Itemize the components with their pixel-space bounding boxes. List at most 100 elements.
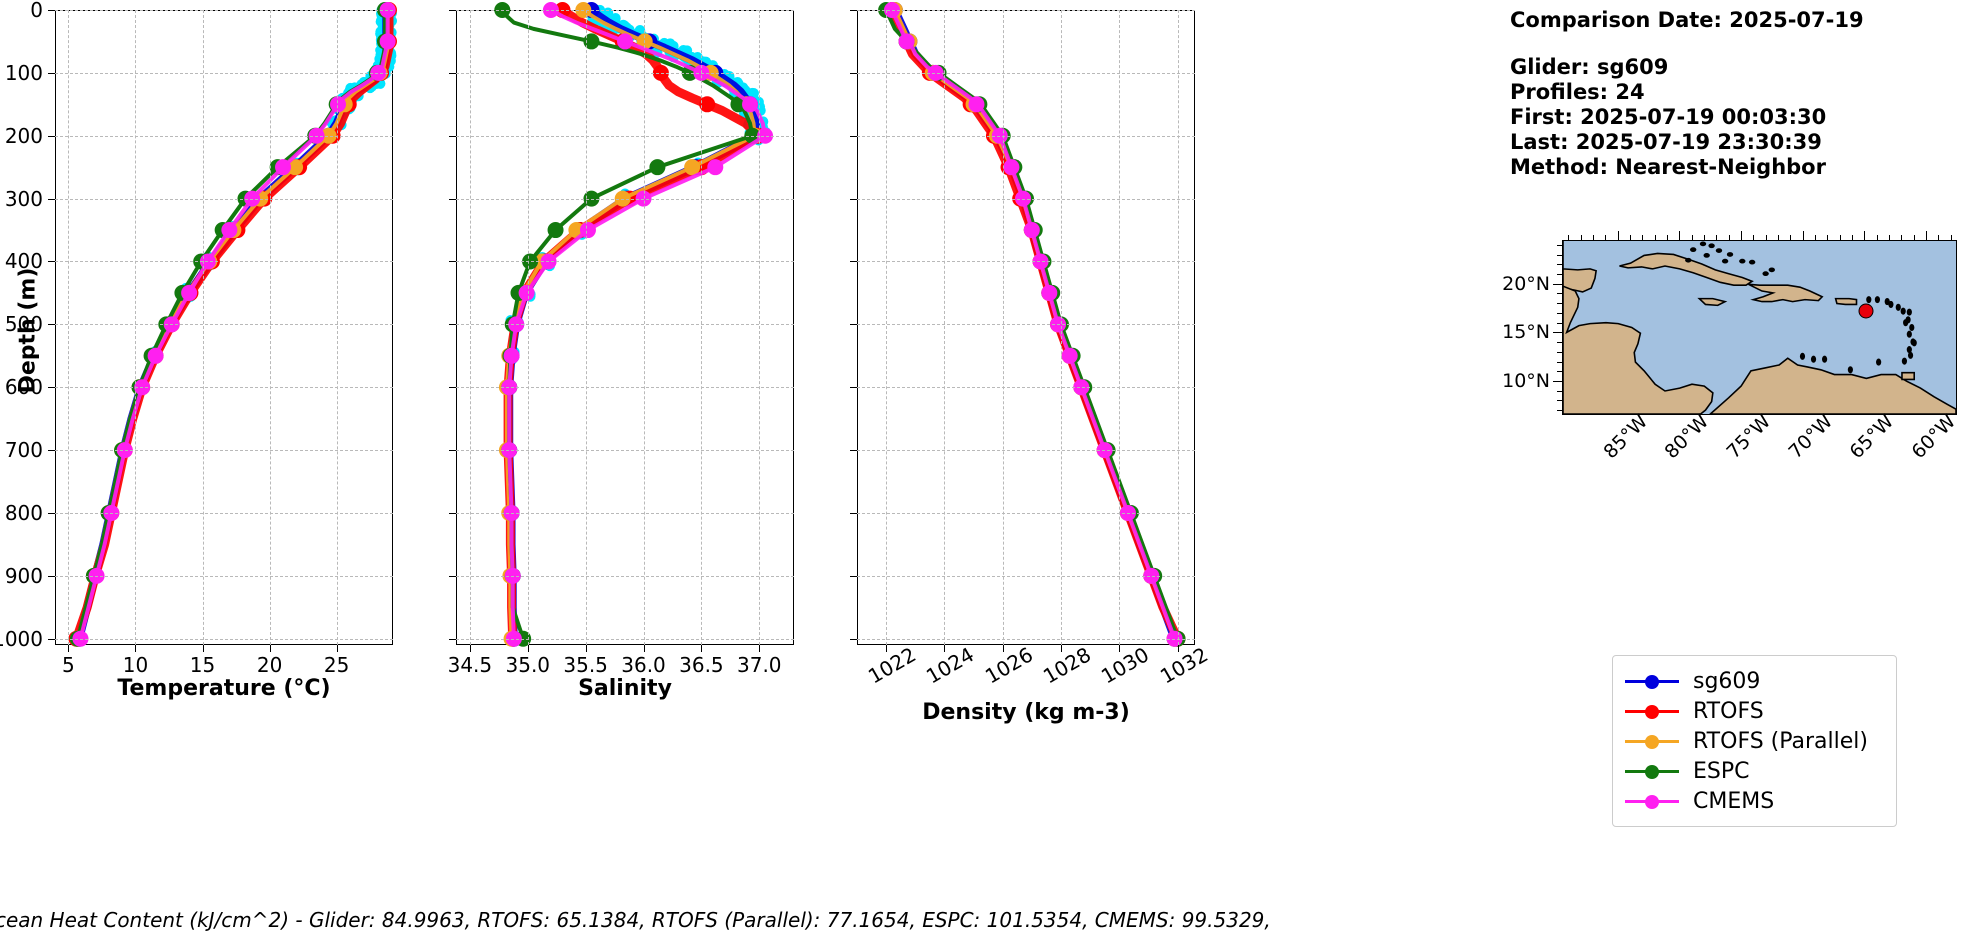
gridline-horizontal xyxy=(857,638,1195,640)
map-lat-minor-tick xyxy=(1557,264,1562,266)
series-marker xyxy=(649,159,666,176)
series-line-rtofs-parallel xyxy=(504,8,757,641)
series-marker xyxy=(287,159,304,176)
map-coastlines xyxy=(1563,241,1956,414)
map-island xyxy=(1810,355,1817,363)
x-tick xyxy=(1002,645,1004,652)
map-lon-minor-tick xyxy=(1580,235,1582,240)
series-marker xyxy=(742,96,759,113)
map-lat-minor-tick xyxy=(1557,390,1562,392)
y-tick xyxy=(48,198,55,200)
gridline-horizontal xyxy=(456,198,794,200)
legend-item-espc[interactable]: ESPC xyxy=(1625,756,1880,786)
y-tick xyxy=(449,575,456,577)
map-lon-minor-tick xyxy=(1654,235,1656,240)
x-tick xyxy=(1177,645,1179,652)
map-lat-tick xyxy=(1553,283,1562,285)
map-lat-minor-tick xyxy=(1557,293,1562,295)
map-lon-minor-tick xyxy=(1950,235,1952,240)
land-hispaniola xyxy=(1748,283,1824,303)
glider-position-marker[interactable] xyxy=(1858,303,1874,319)
salinity-series-layer xyxy=(494,2,774,647)
y-tick xyxy=(850,450,857,452)
depth-tick-label: 100 xyxy=(4,60,43,85)
y-tick xyxy=(850,135,857,137)
y-tick xyxy=(850,575,857,577)
map-lon-label: 85°W xyxy=(1598,410,1652,464)
series-marker xyxy=(579,222,596,239)
map-island xyxy=(1715,248,1723,253)
map-lon-minor-tick xyxy=(1629,235,1631,240)
x-tick xyxy=(1119,645,1121,652)
gridline-vertical xyxy=(701,10,703,645)
temperature-panel: 5 10 15 20 25 0 100 200 300 400 500 600 700 800 900 100… xyxy=(0,0,397,677)
depth-tick-label: 600 xyxy=(4,375,43,400)
legend-item-rtofs-parallel[interactable]: RTOFS (Parallel) xyxy=(1625,726,1880,756)
map-lon-tick xyxy=(1864,231,1866,240)
gridline-horizontal xyxy=(456,10,794,11)
map-lon-label: 80°W xyxy=(1660,410,1714,464)
x-tick xyxy=(68,645,70,652)
gridline-horizontal xyxy=(857,324,1195,326)
y-tick xyxy=(48,324,55,326)
gridline-vertical xyxy=(1002,10,1004,645)
map-island xyxy=(1906,308,1912,316)
glider-location-map[interactable]: 85°W 80°W 75°W 70°W 65°W 60°W 10°N 15°N 20°N xyxy=(1502,231,1960,463)
land-south-america xyxy=(1709,357,1956,414)
series-marker xyxy=(1023,222,1040,239)
x-tick xyxy=(202,645,204,652)
gridline-horizontal xyxy=(857,198,1195,200)
map-lon-tick xyxy=(1679,231,1681,240)
y-tick xyxy=(449,198,456,200)
gridline-horizontal xyxy=(456,324,794,326)
x-tick-label: 1026 xyxy=(980,642,1037,689)
legend-item-cmems[interactable]: CMEMS xyxy=(1625,786,1880,816)
map-island xyxy=(1895,303,1901,311)
land-central-america xyxy=(1563,285,1714,414)
density-panel: 1022 1024 1026 1028 1030 1032 xyxy=(850,2,1212,689)
gridline-horizontal xyxy=(857,450,1195,452)
gridline-vertical xyxy=(527,10,529,645)
x-tick xyxy=(759,645,761,652)
gridline-horizontal xyxy=(55,387,393,389)
series-marker xyxy=(330,96,347,113)
series-marker xyxy=(583,33,600,50)
gridline-vertical xyxy=(759,10,761,645)
series-marker xyxy=(707,159,724,176)
y-tick xyxy=(850,261,857,263)
map-lat-minor-tick xyxy=(1557,400,1562,402)
map-lon-minor-tick xyxy=(1716,235,1718,240)
ocean-heat-content-caption: Ocean Heat Content (kJ/cm^2) - Glider: 8… xyxy=(0,908,1271,932)
map-island xyxy=(1703,253,1710,258)
map-lat-minor-tick xyxy=(1557,244,1562,246)
map-lon-label: 60°W xyxy=(1907,410,1961,464)
y-tick xyxy=(449,638,456,640)
legend-item-sg609[interactable]: sg609 xyxy=(1625,666,1880,696)
depth-axis-title: Depth (m) xyxy=(15,267,41,394)
map-lat-label: 20°N xyxy=(1502,272,1550,295)
legend-line-swatch xyxy=(1625,671,1679,691)
gridline-horizontal xyxy=(55,575,393,577)
y-tick xyxy=(449,512,456,514)
gridline-horizontal xyxy=(857,10,1195,11)
comparison-date-text: Comparison Date: 2025-07-19 xyxy=(1510,8,1864,32)
y-tick xyxy=(449,450,456,452)
gridline-vertical xyxy=(135,10,137,645)
legend-label: RTOFS (Parallel) xyxy=(1693,728,1868,754)
map-lon-minor-tick xyxy=(1728,235,1730,240)
x-tick xyxy=(135,645,137,652)
gridline-horizontal xyxy=(857,135,1195,137)
map-lon-minor-tick xyxy=(1753,235,1755,240)
depth-tick-label: 0 xyxy=(30,0,43,22)
gridline-vertical xyxy=(1177,10,1179,645)
series-line-cmems xyxy=(507,8,768,641)
land-trinidad xyxy=(1901,371,1916,381)
x-tick xyxy=(527,645,529,652)
gridline-vertical xyxy=(1119,10,1121,645)
map-lat-minor-tick xyxy=(1557,312,1562,314)
gridline-horizontal xyxy=(857,72,1195,74)
legend-item-rtofs[interactable]: RTOFS xyxy=(1625,696,1880,726)
gridline-horizontal xyxy=(55,261,393,263)
gridline-horizontal xyxy=(456,387,794,389)
gridline-horizontal xyxy=(55,638,393,640)
